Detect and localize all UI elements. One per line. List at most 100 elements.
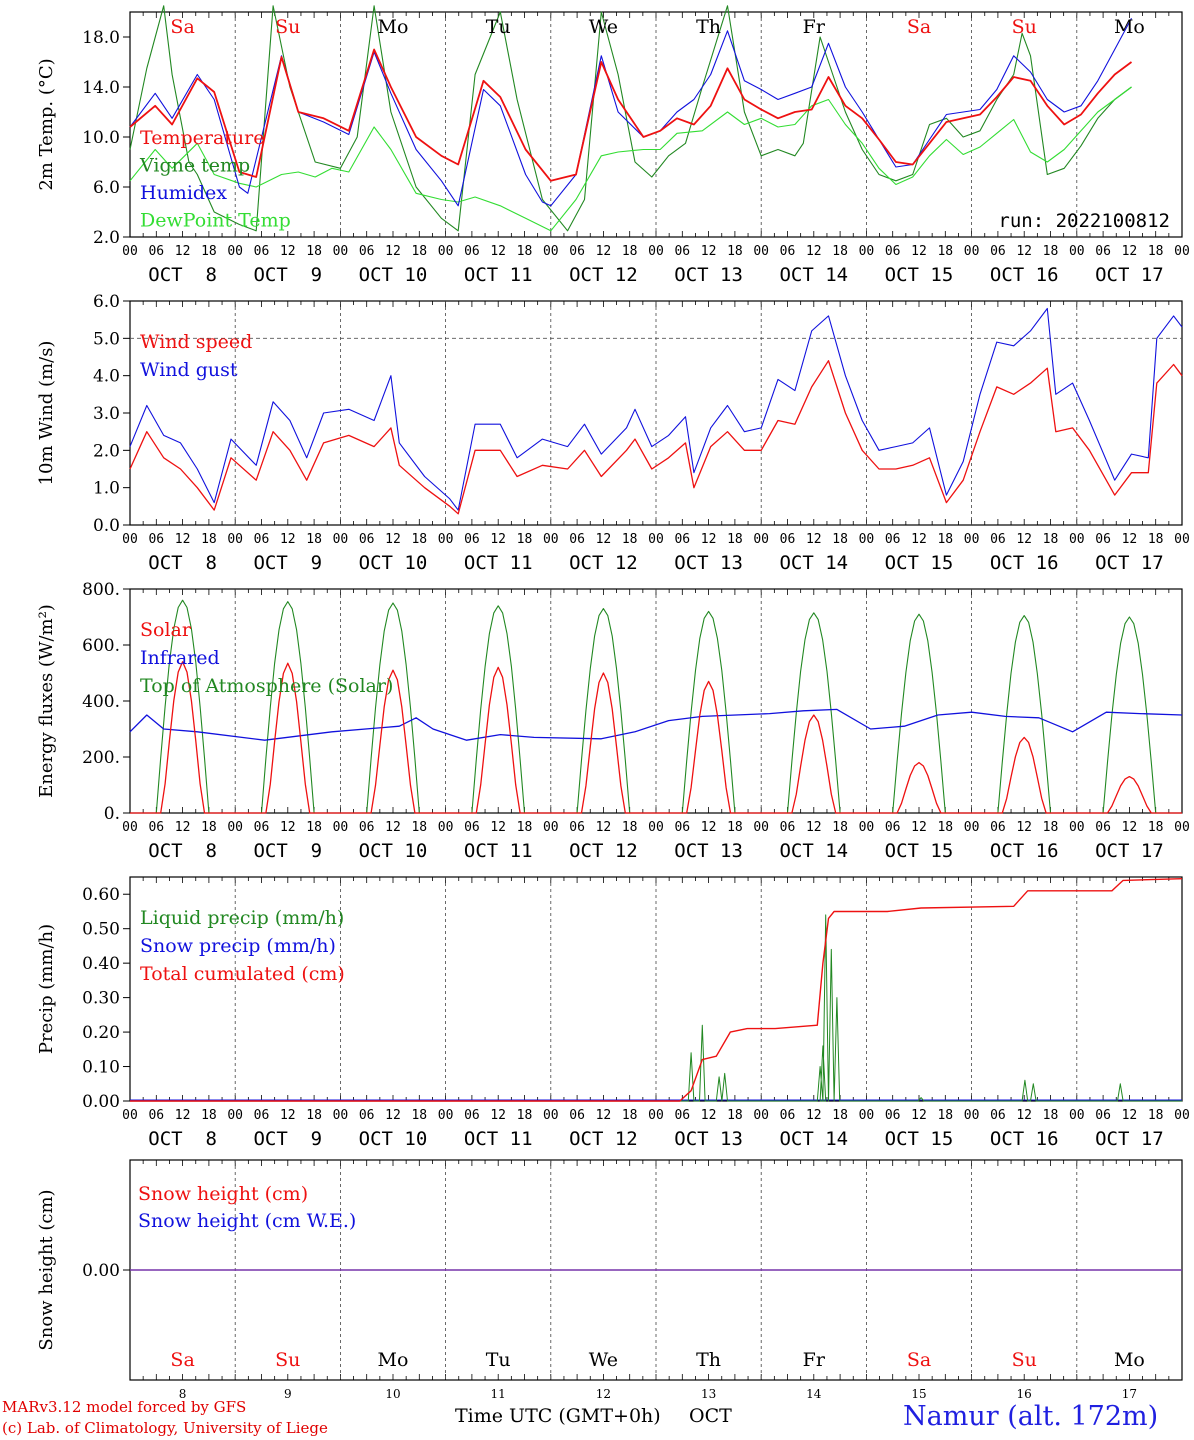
snow-panel-legend-item: Snow height (cm) bbox=[138, 1183, 308, 1205]
temp-panel-hour-label: 18 bbox=[306, 244, 322, 259]
wind-panel-hour-label: 06 bbox=[1095, 532, 1111, 547]
temp-panel-hour-label: 12 bbox=[596, 244, 612, 259]
temp-panel-hour-label: 12 bbox=[701, 244, 717, 259]
precip-panel-hour-label: 00 bbox=[859, 1108, 875, 1123]
wind-panel-day-label: OCT 8 bbox=[148, 552, 217, 574]
precip-panel-hour-label: 18 bbox=[937, 1108, 953, 1123]
precip-panel-hour-label: 12 bbox=[385, 1108, 401, 1123]
model-credit: MARv3.12 model forced by GFS bbox=[2, 1398, 247, 1416]
wind-panel-hour-label: 18 bbox=[937, 532, 953, 547]
wind-panel-hour-label: 06 bbox=[569, 532, 585, 547]
energy-panel-hour-label: 06 bbox=[674, 820, 690, 835]
wind-panel-hour-label: 12 bbox=[701, 532, 717, 547]
precip-panel-hour-label: 18 bbox=[517, 1108, 533, 1123]
temp-panel-day-label: OCT 15 bbox=[885, 264, 954, 286]
energy-panel-hour-label: 06 bbox=[569, 820, 585, 835]
energy-panel-day-label: OCT 15 bbox=[885, 840, 954, 862]
temp-panel-hour-label: 00 bbox=[648, 244, 664, 259]
wind-panel-day-label: OCT 11 bbox=[464, 552, 533, 574]
day-number-label: 8 bbox=[179, 1387, 187, 1401]
temp-panel-hour-label: 00 bbox=[1069, 244, 1085, 259]
temp-panel-hour-label: 06 bbox=[674, 244, 690, 259]
precip-panel-day-label: OCT 9 bbox=[253, 1128, 322, 1150]
temp-weekday-label: Su bbox=[275, 16, 300, 38]
snow-weekday-label: Tu bbox=[486, 1349, 511, 1371]
wind-panel-hour-label: 12 bbox=[1016, 532, 1032, 547]
day-number-label: 11 bbox=[491, 1387, 506, 1401]
temp-panel-legend-item: Temperature bbox=[140, 127, 264, 149]
precip-panel-hour-label: 12 bbox=[175, 1108, 191, 1123]
station-name: Namur (alt. 172m) bbox=[903, 1401, 1159, 1432]
energy-panel-hour-label: 00 bbox=[227, 820, 243, 835]
energy-panel-day-label: OCT 13 bbox=[674, 840, 743, 862]
wind-panel-ytick-label: 3.0 bbox=[93, 404, 120, 424]
day-number-label: 15 bbox=[911, 1387, 926, 1401]
energy-panel-legend-item: Solar bbox=[140, 619, 192, 641]
wind-panel-day-label: OCT 10 bbox=[359, 552, 428, 574]
temp-panel-hour-label: 06 bbox=[359, 244, 375, 259]
precip-panel-hour-label: 12 bbox=[490, 1108, 506, 1123]
energy-panel-day-label: OCT 8 bbox=[148, 840, 217, 862]
wind-panel-hour-label: 06 bbox=[990, 532, 1006, 547]
precip-panel-hour-label: 18 bbox=[727, 1108, 743, 1123]
temp-panel-hour-label: 18 bbox=[832, 244, 848, 259]
wind-panel-hour-label: 12 bbox=[385, 532, 401, 547]
temp-panel-hour-label: 18 bbox=[727, 244, 743, 259]
precip-panel-hour-label: 18 bbox=[832, 1108, 848, 1123]
energy-panel-hour-label: 18 bbox=[1043, 820, 1059, 835]
energy-panel-hour-label: 06 bbox=[359, 820, 375, 835]
wind-panel-ylabel: 10m Wind (m/s) bbox=[36, 341, 57, 486]
temp-panel-day-label: OCT 12 bbox=[569, 264, 638, 286]
energy-panel-frame bbox=[129, 588, 1183, 814]
energy-panel-hour-label: 06 bbox=[885, 820, 901, 835]
precip-panel-hour-label: 18 bbox=[1043, 1108, 1059, 1123]
energy-panel-hour-label: 06 bbox=[254, 820, 270, 835]
wind-panel-ytick-label: 2.0 bbox=[93, 441, 120, 461]
wind-panel-hour-label: 18 bbox=[622, 532, 638, 547]
precip-panel-hour-label: 18 bbox=[411, 1108, 427, 1123]
energy-panel-hour-label: 12 bbox=[490, 820, 506, 835]
precip-panel-hour-label: 12 bbox=[280, 1108, 296, 1123]
precip-panel-hour-label: 12 bbox=[911, 1108, 927, 1123]
temp-weekday-label: Sa bbox=[907, 16, 931, 38]
temp-panel-hour-label: 00 bbox=[333, 244, 349, 259]
energy-panel-hour-label: 00 bbox=[543, 820, 559, 835]
temp-panel-legend-item: Humidex bbox=[140, 182, 227, 204]
temp-panel-legend-item: DewPoint Temp bbox=[140, 210, 291, 232]
temp-panel-hour-label: 12 bbox=[911, 244, 927, 259]
temp-panel-legend-item: Vigne temp bbox=[139, 155, 250, 177]
temp-panel-hour-label: 12 bbox=[806, 244, 822, 259]
wind-panel-day-label: OCT 14 bbox=[779, 552, 848, 574]
precip-panel-hour-label: 00 bbox=[1069, 1108, 1085, 1123]
temp-panel-hour-label: 18 bbox=[517, 244, 533, 259]
energy-panel-hour-label: 00 bbox=[753, 820, 769, 835]
energy-panel-hour-label: 12 bbox=[385, 820, 401, 835]
energy-panel-hour-label: 00 bbox=[333, 820, 349, 835]
wind-panel-hour-label: 18 bbox=[306, 532, 322, 547]
precip-panel-legend-item: Snow precip (mm/h) bbox=[140, 935, 336, 957]
wind-panel-hour-label: 18 bbox=[1148, 532, 1164, 547]
temp-panel-hour-label: 00 bbox=[753, 244, 769, 259]
energy-series-infrared bbox=[129, 708, 1183, 741]
wind-panel-hour-label: 06 bbox=[674, 532, 690, 547]
energy-panel-hour-label: 18 bbox=[201, 820, 217, 835]
precip-panel-hour-label: 12 bbox=[701, 1108, 717, 1123]
temp-panel-hour-label: 18 bbox=[622, 244, 638, 259]
precip-panel-ytick-label: 0.10 bbox=[82, 1058, 120, 1078]
temp-weekday-label: Th bbox=[696, 16, 721, 38]
precip-panel-hour-label: 00 bbox=[333, 1108, 349, 1123]
wind-panel-day-label: OCT 16 bbox=[990, 552, 1059, 574]
precip-panel-hour-label: 00 bbox=[753, 1108, 769, 1123]
wind-series-gust bbox=[129, 307, 1183, 511]
wind-panel-hour-label: 00 bbox=[859, 532, 875, 547]
wind-panel-ytick-label: 4.0 bbox=[93, 367, 120, 387]
precip-panel-day-label: OCT 8 bbox=[148, 1128, 217, 1150]
temp-panel-day-label: OCT 10 bbox=[359, 264, 428, 286]
wind-panel-hour-label: 00 bbox=[1174, 532, 1190, 547]
temp-panel-hour-label: 12 bbox=[490, 244, 506, 259]
wind-panel-hour-label: 12 bbox=[911, 532, 927, 547]
energy-panel-hour-label: 12 bbox=[1122, 820, 1138, 835]
wind-panel-day-label: OCT 17 bbox=[1095, 552, 1164, 574]
temp-weekday-label: Mo bbox=[1114, 16, 1145, 38]
precip-panel-hour-label: 12 bbox=[806, 1108, 822, 1123]
